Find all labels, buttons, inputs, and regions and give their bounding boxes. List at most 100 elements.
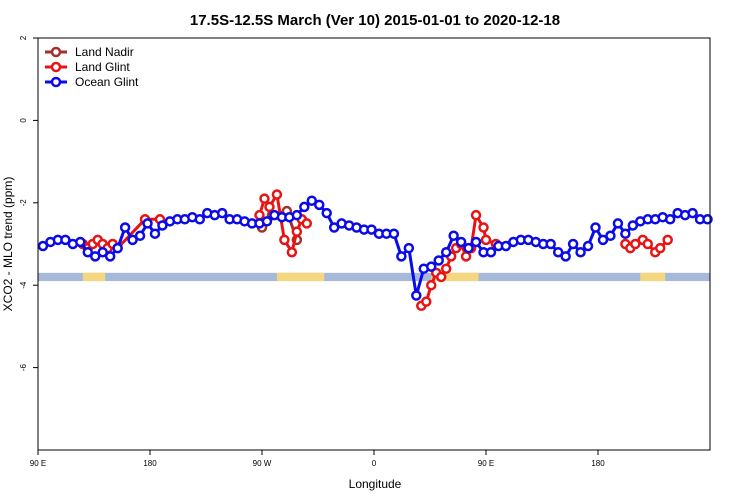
data-point — [112, 242, 123, 254]
data-point — [127, 234, 138, 246]
data-point — [478, 222, 489, 233]
data-point — [455, 236, 467, 248]
data-point — [411, 290, 422, 301]
data-point — [435, 271, 447, 283]
data-point — [149, 228, 161, 239]
data-point — [567, 238, 579, 250]
data-point — [654, 242, 666, 254]
data-point — [313, 199, 325, 211]
series-layer — [37, 189, 713, 312]
data-point — [366, 224, 377, 235]
data-point — [560, 251, 571, 262]
legend-label: Ocean Glint — [75, 75, 139, 89]
data-point — [291, 226, 303, 237]
data-point — [662, 234, 673, 246]
legend-marker — [50, 46, 62, 58]
data-point — [485, 246, 497, 258]
data-point — [259, 193, 270, 204]
data-point — [463, 242, 474, 254]
land-band — [431, 272, 479, 282]
y-tick-label: 0 — [19, 118, 28, 123]
data-point — [261, 216, 273, 227]
data-point — [279, 234, 290, 246]
data-point — [301, 218, 313, 229]
data-point — [388, 228, 400, 239]
data-point — [264, 201, 275, 213]
data-point — [440, 246, 452, 258]
x-tick-label: 180 — [143, 459, 157, 468]
land-band — [82, 272, 106, 282]
series-ocean-glint — [37, 195, 713, 301]
data-point — [440, 263, 452, 274]
legend-label: Land Glint — [75, 60, 130, 74]
y-tick-label: -6 — [19, 363, 28, 371]
data-point — [142, 218, 153, 229]
x-tick-label: 90 E — [30, 459, 46, 468]
data-point — [575, 246, 586, 258]
data-point — [597, 234, 609, 246]
data-point — [37, 240, 49, 252]
data-point — [60, 234, 71, 246]
data-point — [254, 209, 265, 221]
data-point — [299, 201, 310, 213]
data-point — [425, 279, 437, 291]
data-point — [687, 207, 698, 219]
x-tick-label: 90 W — [253, 459, 272, 468]
land-band — [276, 272, 325, 282]
data-point — [321, 207, 332, 219]
x-axis: 90 E 180 90 W 0 90 E 180 — [30, 450, 605, 468]
data-point — [119, 222, 131, 233]
chart-title: 17.5S-12.5S March (Ver 10) 2015-01-01 to… — [190, 12, 560, 29]
legend-item: Land Nadir — [45, 45, 134, 59]
x-tick-label: 180 — [591, 459, 605, 468]
data-point — [216, 207, 228, 219]
data-point — [480, 234, 492, 246]
data-point — [582, 240, 594, 252]
data-point — [286, 246, 298, 258]
legend-marker — [50, 61, 62, 73]
data-point — [460, 251, 472, 262]
data-point — [545, 238, 556, 250]
data-point — [421, 296, 432, 307]
data-point — [396, 251, 407, 262]
data-point — [433, 255, 444, 266]
data-point — [612, 218, 624, 229]
data-point — [470, 209, 482, 221]
y-tick-label: -2 — [19, 199, 28, 207]
data-point — [306, 195, 318, 206]
data-point — [271, 189, 283, 200]
data-point — [82, 246, 94, 258]
data-point — [630, 238, 641, 250]
y-axis: 2 0 -2 -4 -6 — [19, 35, 38, 371]
data-point — [605, 230, 616, 242]
data-point — [104, 251, 116, 262]
data-point — [642, 238, 654, 250]
surface-band — [38, 272, 710, 282]
data-point — [157, 220, 168, 231]
data-point — [425, 261, 437, 272]
y-tick-label: 2 — [19, 35, 28, 40]
legend-marker — [50, 76, 62, 88]
legend-label: Land Nadir — [75, 45, 134, 59]
plot-frame — [37, 37, 711, 451]
data-point — [552, 246, 564, 258]
data-point — [97, 246, 108, 258]
data-point — [89, 251, 101, 262]
y-axis-label: XCO2 - MLO trend (ppm) — [1, 177, 15, 312]
data-point — [664, 214, 676, 225]
ocean-band — [38, 272, 710, 282]
data-point — [448, 230, 459, 242]
data-point — [134, 230, 146, 242]
land-band — [640, 272, 666, 282]
legend-item: Land Glint — [45, 60, 130, 74]
data-point — [590, 222, 601, 233]
x-axis-label: Longitude — [349, 477, 402, 491]
x-tick-label: 90 E — [478, 459, 494, 468]
x-tick-label: 0 — [372, 459, 377, 468]
data-point — [500, 240, 512, 252]
data-point — [328, 222, 340, 233]
data-point — [194, 214, 206, 225]
data-point — [470, 236, 482, 248]
